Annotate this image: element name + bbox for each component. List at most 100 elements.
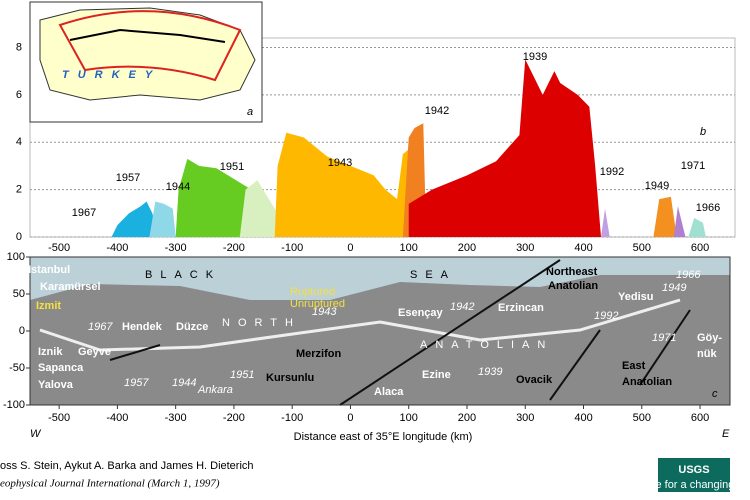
map-label: Izmit [36,300,61,312]
map-label: 1943 [312,306,337,318]
map-label: c [712,388,718,400]
x-tick-label: -200 [223,242,245,254]
x-tick-label: -400 [106,242,128,254]
x-tick-label: -100 [281,412,303,424]
y-tick-label: -100 [3,399,25,411]
x-tick-label: -300 [165,242,187,254]
direction: W [30,428,42,440]
map-label: Istanbul [28,264,70,276]
logo: USGS [678,464,709,476]
x-tick-label: 200 [458,242,476,254]
rupture-year: 1951 [220,161,244,173]
map-label: Hendek [122,321,163,333]
y-tick-label: 0 [16,231,22,243]
rupture-year: 1967 [72,207,96,219]
map-label: 1966 [676,269,701,281]
x-tick-label: 100 [400,242,418,254]
study-area [58,10,242,82]
map-label: Sapanca [38,362,84,374]
map-label: East [622,360,646,372]
map-label: Northeast [546,266,598,278]
slip-area [653,196,677,237]
map-label: 1942 [450,301,474,313]
map-label: Yalova [38,379,74,391]
map-label: Alaca [374,386,404,398]
sea [30,257,730,300]
map-label: Yedisu [618,291,653,303]
map-label: Unruptured [290,298,345,310]
x-tick-label: 600 [691,412,709,424]
y-tick-label: 50 [13,288,25,300]
y-tick-label: 8 [16,41,22,53]
y-tick-label: 6 [16,89,22,101]
x-tick-label: -200 [223,412,245,424]
slip-area [688,218,706,237]
y-tick-label: 4 [16,136,22,148]
x-axis-label: Distance east of 35°E longitude (km) [294,431,473,443]
logo-box [658,458,730,492]
credits: oss S. Stein, Aykut A. Barka and James H… [0,458,750,492]
map-label: Düzce [176,321,208,333]
x-tick-label: 500 [633,242,651,254]
map-label: NORTH [222,317,301,329]
x-tick-label: 100 [400,412,418,424]
map-label: Ankara [197,384,233,396]
map-label: Ovacik [516,374,553,386]
rupture-year: 1939 [523,51,547,63]
slip-area [673,206,686,237]
rupture-year: 1971 [681,160,705,172]
map-label: 1939 [478,366,502,378]
x-tick-label: -400 [106,412,128,424]
map-label: 1967 [88,321,113,333]
authors: oss S. Stein, Aykut A. Barka and James H… [0,460,254,472]
map-label: 1951 [230,369,254,381]
map-label: Göy- [697,332,722,344]
map-label: SEA [410,269,456,281]
x-tick-label: 0 [347,242,353,254]
slip-area [408,59,601,238]
rupture-year: 1992 [600,166,624,178]
map-label: 1971 [652,332,676,344]
inset-map: TURKEY a [29,1,263,123]
slip-area [600,208,610,237]
map-label: 1992 [594,310,618,322]
x-tick-label: 500 [633,412,651,424]
faults [109,259,691,406]
y-tick-label: 100 [7,251,25,263]
map-label: Anatolian [622,376,672,388]
map-label: Karamürsel [40,281,101,293]
rupture-year: 1942 [425,105,449,117]
x-tick-label: 200 [458,412,476,424]
x-tick-label: -500 [48,242,70,254]
slip-area [149,201,176,237]
map-label: Esençay [398,307,444,319]
map-label: Ruptured [290,286,335,298]
map-label: nük [697,348,717,360]
map-label: Erzincan [498,302,544,314]
map-label: BLACK [145,269,221,281]
map-label: Merzifon [296,348,342,360]
map-label: Geyve [78,346,111,358]
slip-area [111,201,159,237]
direction: E [722,428,730,440]
rupture-year: 1949 [645,180,669,192]
x-tick-label: 400 [574,412,592,424]
x-tick-label: -500 [48,412,70,424]
logo-tagline: science for a changing world [624,479,750,491]
journal: eophysical Journal International (March … [0,478,220,490]
fault-trace [39,298,681,352]
panel-label: b [700,126,706,138]
x-tick-label: 600 [691,242,709,254]
x-tick-label: -100 [281,242,303,254]
rupture-year: 1957 [116,172,140,184]
rupture-year: 1944 [166,181,190,193]
country-label: TURKEY [62,69,161,81]
y-tick-label: 0 [19,325,25,337]
rupture-year: 1966 [696,202,720,214]
map-label: Anatolian [548,280,598,292]
x-tick-label: 300 [516,242,534,254]
x-tick-label: -300 [165,412,187,424]
map-label: 1957 [124,377,149,389]
x-tick-label: 400 [574,242,592,254]
